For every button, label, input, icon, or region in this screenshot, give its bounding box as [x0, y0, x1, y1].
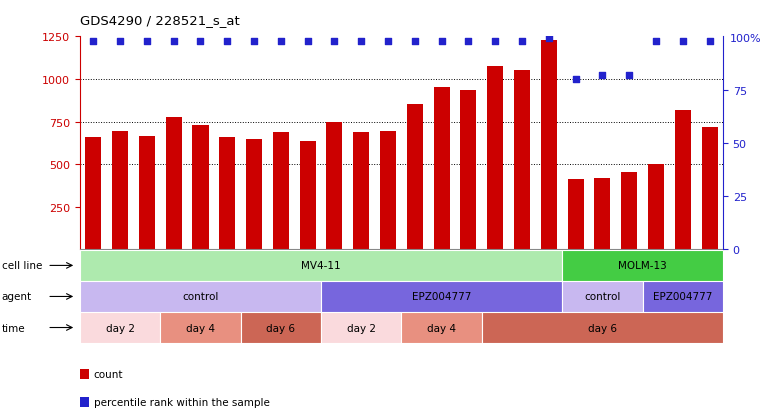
Bar	[460, 91, 476, 250]
Point	[650, 38, 662, 45]
Point	[141, 38, 153, 45]
Point	[543, 36, 555, 43]
Bar	[85, 138, 101, 250]
Point	[569, 76, 581, 83]
Point	[623, 72, 635, 79]
Text: day 4: day 4	[186, 323, 215, 333]
Text: day 2: day 2	[106, 323, 135, 333]
Bar	[219, 138, 235, 250]
Bar	[272, 133, 289, 250]
Bar	[434, 88, 450, 250]
Text: day 2: day 2	[347, 323, 376, 333]
Bar	[80, 313, 161, 343]
Bar	[702, 127, 718, 250]
Point	[328, 38, 340, 45]
Point	[703, 38, 715, 45]
Bar	[166, 118, 182, 250]
Point	[516, 38, 528, 45]
Text: GDS4290 / 228521_s_at: GDS4290 / 228521_s_at	[80, 14, 240, 27]
Point	[194, 38, 206, 45]
Bar	[407, 105, 423, 250]
Bar	[80, 282, 321, 312]
Bar	[514, 71, 530, 250]
Text: EPZ004777: EPZ004777	[412, 292, 471, 302]
Point	[435, 38, 447, 45]
Text: MOLM-13: MOLM-13	[618, 261, 667, 271]
Text: day 6: day 6	[266, 323, 295, 333]
Bar	[380, 132, 396, 250]
Bar	[321, 313, 402, 343]
Bar	[112, 132, 128, 250]
Bar	[482, 313, 723, 343]
Text: control: control	[183, 292, 218, 302]
Bar	[80, 251, 562, 281]
Bar	[648, 165, 664, 250]
Point	[382, 38, 394, 45]
Bar	[642, 282, 723, 312]
Bar	[326, 122, 342, 250]
Bar	[161, 313, 240, 343]
Point	[88, 38, 100, 45]
Point	[597, 72, 609, 79]
Point	[275, 38, 287, 45]
Text: percentile rank within the sample: percentile rank within the sample	[94, 397, 269, 407]
Bar	[246, 140, 262, 250]
Bar	[353, 133, 369, 250]
Text: time: time	[2, 323, 25, 333]
Point	[221, 38, 234, 45]
Bar	[487, 67, 503, 250]
Bar	[562, 251, 723, 281]
Point	[167, 38, 180, 45]
Point	[677, 38, 689, 45]
Text: 100%: 100%	[730, 34, 761, 44]
Text: count: count	[94, 369, 123, 379]
Text: day 4: day 4	[427, 323, 456, 333]
Text: agent: agent	[2, 292, 32, 302]
Bar	[568, 179, 584, 250]
Point	[409, 38, 421, 45]
Text: control: control	[584, 292, 620, 302]
Point	[248, 38, 260, 45]
Text: day 6: day 6	[588, 323, 617, 333]
Bar	[541, 40, 557, 250]
Point	[114, 38, 126, 45]
Text: EPZ004777: EPZ004777	[653, 292, 712, 302]
Text: cell line: cell line	[2, 261, 42, 271]
Point	[301, 38, 314, 45]
Bar	[594, 178, 610, 250]
Point	[463, 38, 475, 45]
Bar	[321, 282, 562, 312]
Point	[489, 38, 501, 45]
Bar	[562, 282, 642, 312]
Bar	[675, 110, 691, 250]
Bar	[139, 137, 155, 250]
Bar	[193, 126, 209, 250]
Bar	[240, 313, 321, 343]
Bar	[401, 313, 482, 343]
Text: MV4-11: MV4-11	[301, 261, 341, 271]
Bar	[300, 142, 316, 250]
Bar	[621, 173, 637, 250]
Point	[355, 38, 368, 45]
